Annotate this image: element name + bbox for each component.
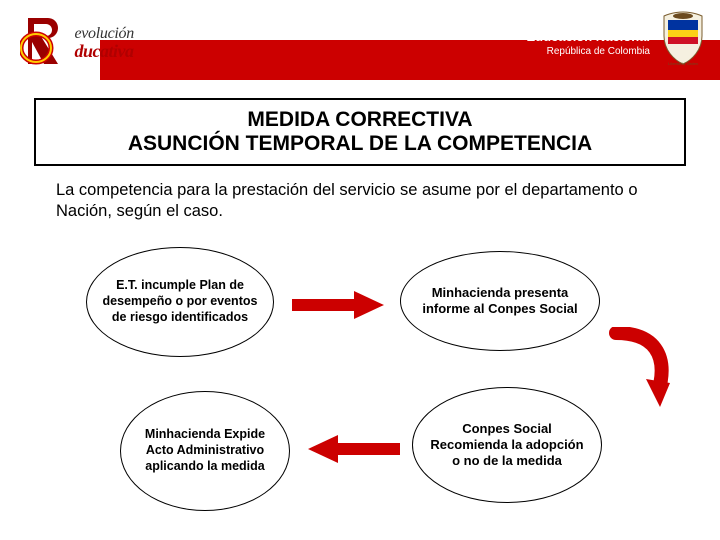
intro-text: La competencia para la prestación del se… <box>56 180 664 223</box>
header: evolución ducativa Ministerio de Educaci… <box>0 0 720 80</box>
arrow-right-icon <box>288 287 388 328</box>
flow-node-et-incumple: E.T. incumple Plan de desempeño o por ev… <box>86 247 274 357</box>
flow-node-label: E.T. incumple Plan de desempeño o por ev… <box>101 278 259 325</box>
arrow-left-icon <box>300 431 404 472</box>
logo-line2: ducativa <box>74 41 134 62</box>
svg-text:Libertad y Orden: Libertad y Orden <box>668 61 698 66</box>
logo-glyph <box>20 14 74 73</box>
colombia-shield-icon: Libertad y Orden <box>658 10 708 73</box>
ministry-label: Ministerio de Educación Nacional Repúbli… <box>526 14 650 57</box>
flow-node-conpes-recomienda: Conpes Social Recomienda la adopción o n… <box>412 387 602 503</box>
flow-node-label: Minhacienda Expide Acto Administrativo a… <box>135 427 275 474</box>
ministry-line1: Ministerio de <box>526 14 650 29</box>
title-line2: ASUNCIÓN TEMPORAL DE LA COMPETENCIA <box>40 132 680 156</box>
title-line1: MEDIDA CORRECTIVA <box>40 108 680 132</box>
flow-node-minhacienda-informe: Minhacienda presenta informe al Conpes S… <box>400 251 600 351</box>
arrow-curved-down-icon <box>608 327 678 422</box>
ministry-line3: República de Colombia <box>526 46 650 57</box>
flow-node-label: Conpes Social Recomienda la adopción o n… <box>427 421 587 470</box>
flow-node-minhacienda-acto: Minhacienda Expide Acto Administrativo a… <box>120 391 290 511</box>
flowchart: E.T. incumple Plan de desempeño o por ev… <box>0 241 720 531</box>
logo-text: evolución ducativa <box>74 25 134 62</box>
title-box: MEDIDA CORRECTIVA ASUNCIÓN TEMPORAL DE L… <box>34 98 686 166</box>
logo: evolución ducativa <box>20 14 134 73</box>
ministry-line2: Educación Nacional <box>526 29 650 44</box>
flow-node-label: Minhacienda presenta informe al Conpes S… <box>415 285 585 318</box>
